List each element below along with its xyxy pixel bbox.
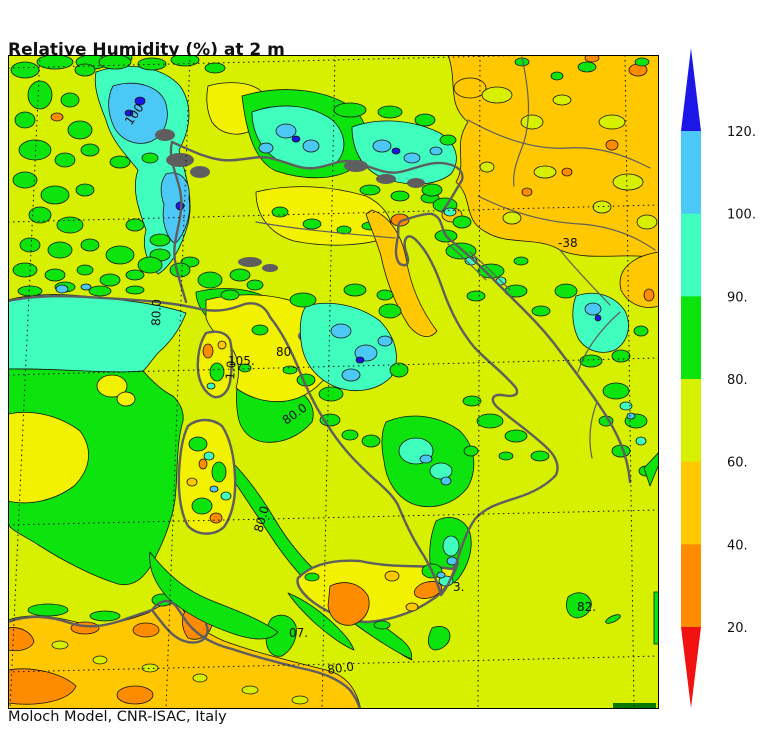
svg-text:80.: 80. [727, 373, 748, 388]
svg-text:80.0: 80.0 [149, 299, 164, 326]
svg-text:90.: 90. [727, 290, 748, 305]
svg-text:40.: 40. [727, 538, 748, 553]
sardinia [179, 420, 235, 534]
svg-text:100.: 100. [727, 208, 756, 223]
svg-text:120.: 120. [727, 125, 756, 140]
humidity-map-canvas: 10080.0105.80-381.080.080.080.007.3.82. [8, 55, 659, 709]
colorbar: 120. 100. 90. 80. 60. 40. 20. [675, 40, 760, 720]
svg-text:80: 80 [276, 345, 291, 359]
humidity-map: 10080.0105.80-381.080.080.080.007.3.82. [8, 55, 659, 709]
svg-text:60.: 60. [727, 456, 748, 471]
svg-text:20.: 20. [727, 621, 748, 636]
svg-text:-38: -38 [558, 236, 578, 250]
dark-green-strip [613, 703, 656, 708]
svg-text:07.: 07. [289, 626, 308, 640]
svg-text:3.: 3. [453, 580, 464, 594]
colorbar-tick-labels: 120. 100. 90. 80. 60. 40. 20. [727, 125, 756, 636]
svg-text:82.: 82. [577, 600, 596, 614]
svg-text:1.0: 1.0 [223, 360, 239, 380]
colorbar-blocks [681, 48, 701, 708]
model-credit: Moloch Model, CNR-ISAC, Italy [8, 709, 227, 725]
